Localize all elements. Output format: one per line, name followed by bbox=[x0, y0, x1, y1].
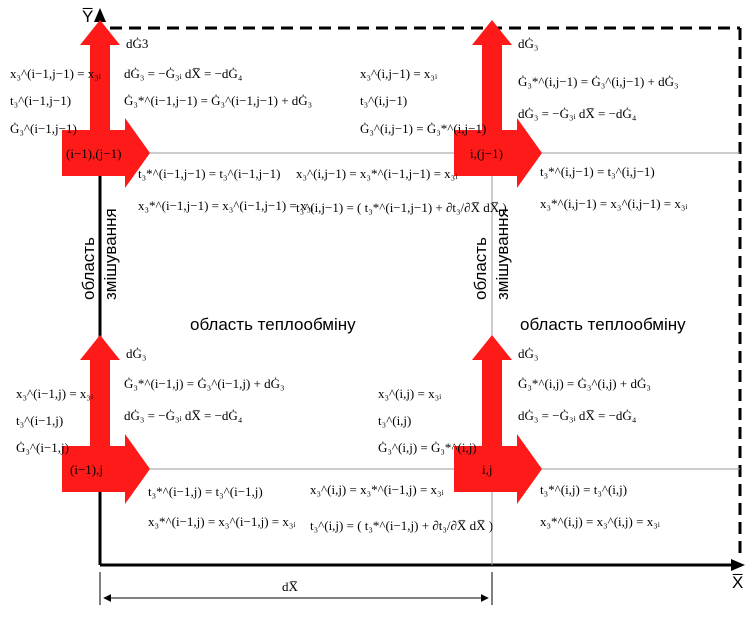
dx-label: dX̅ bbox=[282, 579, 299, 594]
eq-tl-below-1: x₃*^(i−1,j−1) = x₃^(i−1,j−1) = x₃ᵢ bbox=[138, 198, 314, 213]
eq-tr-0: Ġ₃*^(i,j−1) = Ġ₃^(i,j−1) + dĠ₃ bbox=[518, 74, 679, 89]
arrow-label-bottom-right: dĠ₃ bbox=[518, 346, 538, 361]
eq-bc-below-1: t₃^(i,j) = ( t₃*^(i−1,j) + ∂t₃/∂X̅ dX̅ ) bbox=[310, 518, 493, 533]
node-label-bottom-right: i,j bbox=[482, 462, 492, 477]
mixing-label-left-line1: область bbox=[79, 237, 98, 300]
eq-tc-1: t₃^(i,j−1) bbox=[360, 93, 407, 108]
eq-bl-mid-1: dĠ₃ = −Ġ₃ᵢ dX̅ = −dĠ₄ bbox=[124, 408, 243, 423]
y-axis-label: Y̅ bbox=[82, 7, 93, 26]
eq-tc-below-0: x₃^(i,j−1) = x₃*^(i−1,j−1) = x₃ᵢ bbox=[296, 166, 458, 181]
node-arrow-bottom-left bbox=[62, 335, 150, 504]
eq-tr-below-1: x₃*^(i,j−1) = x₃^(i,j−1) = x₃ᵢ bbox=[540, 196, 688, 211]
eq-bl-mid-0: Ġ₃*^(i−1,j) = Ġ₃^(i−1,j) + dĠ₃ bbox=[124, 376, 285, 391]
eq-tc-2: Ġ₃^(i,j−1) = Ġ₃*^(i,j−1) bbox=[360, 121, 486, 136]
eq-bc-0: x₃^(i,j) = x₃ᵢ bbox=[378, 386, 442, 401]
eq-tc-0: x₃^(i,j−1) = x₃ᵢ bbox=[360, 66, 438, 81]
eq-tr-1: dĠ₃ = −Ġ₃ᵢ dX̅ = −dĠ₄ bbox=[518, 106, 637, 121]
eq-bl-below-0: t₃*^(i−1,j) = t₃^(i−1,j) bbox=[148, 484, 263, 499]
eq-tl-mid-1: Ġ₃*^(i−1,j−1) = Ġ₃^(i−1,j−1) + dĠ₃ bbox=[124, 93, 312, 108]
mixing-label-left-line2: змішування bbox=[101, 208, 120, 300]
node-arrow-top-right bbox=[454, 20, 542, 188]
heat-exchange-label-left: область теплообміну bbox=[190, 315, 356, 334]
eq-bc-below-0: x₃^(i,j) = x₃*^(i−1,j) = x₃ᵢ bbox=[310, 482, 445, 497]
eq-bl-left-2: Ġ₃^(i−1,j) bbox=[16, 440, 69, 455]
eq-tl-left-1: t₃^(i−1,j−1) bbox=[10, 93, 71, 108]
eq-br-1: dĠ₃ = −Ġ₃ᵢ dX̅ = −dĠ₄ bbox=[518, 408, 637, 423]
x-axis-label: X̅ bbox=[732, 573, 743, 592]
node-label-top-right: i,(j−1) bbox=[470, 146, 503, 161]
node-label-top-left: (i−1),(j−1) bbox=[66, 146, 121, 161]
eq-tl-left-0: x₃^(i−1,j−1) = x₃ᵢ bbox=[10, 66, 102, 81]
eq-tl-mid-0: dĠ₃ = −Ġ₃ᵢ dX̅ = −dĠ₄ bbox=[124, 66, 243, 81]
arrow-label-top-left: dĠ3 bbox=[126, 36, 148, 51]
mixing-label-right-line2: змішування bbox=[493, 208, 512, 300]
eq-tc-below-1: t₃^(i,j−1) = ( t₃*^(i−1,j−1) + ∂t₃/∂X̅ d… bbox=[296, 200, 507, 215]
eq-tl-below-0: t₃*^(i−1,j−1) = t₃^(i−1,j−1) bbox=[138, 166, 280, 181]
eq-br-below-1: x₃*^(i,j) = x₃^(i,j) = x₃ᵢ bbox=[540, 514, 661, 529]
eq-tr-below-0: t₃*^(i,j−1) = t₃^(i,j−1) bbox=[540, 164, 655, 179]
mixing-label-right-line1: область bbox=[471, 237, 490, 300]
eq-bc-1: t₃^(i,j) bbox=[378, 413, 411, 428]
node-arrow-bottom-right bbox=[454, 335, 542, 504]
eq-bl-below-1: x₃*^(i−1,j) = x₃^(i−1,j) = x₃ᵢ bbox=[148, 514, 296, 529]
heat-exchange-label-right: область теплообміну bbox=[520, 315, 686, 334]
eq-bl-left-1: t₃^(i−1,j) bbox=[16, 413, 63, 428]
eq-tl-left-2: Ġ₃^(i−1,j−1) bbox=[10, 121, 77, 136]
x-axis: X̅ bbox=[100, 559, 745, 592]
dx-dimension: dX̅ bbox=[99, 572, 493, 605]
node-arrow-top-left bbox=[62, 20, 150, 188]
arrow-label-top-right: dĠ₃ bbox=[518, 36, 538, 51]
eq-bl-left-0: x₃^(i−1,j) = x₃ᵢ bbox=[16, 386, 94, 401]
eq-br-0: Ġ₃*^(i,j) = Ġ₃^(i,j) + dĠ₃ bbox=[518, 376, 651, 391]
eq-br-below-0: t₃*^(i,j) = t₃^(i,j) bbox=[540, 482, 627, 497]
mixing-region-label-right: область змішування bbox=[471, 208, 512, 300]
arrow-label-bottom-left: dĠ₃ bbox=[126, 346, 146, 361]
node-label-bottom-left: (i−1),j bbox=[70, 462, 103, 477]
eq-bc-2: Ġ₃^(i,j) = Ġ₃*^(i,j) bbox=[378, 440, 477, 455]
domain-boundary bbox=[110, 26, 742, 555]
mixing-region-label-left: область змішування bbox=[79, 208, 120, 300]
